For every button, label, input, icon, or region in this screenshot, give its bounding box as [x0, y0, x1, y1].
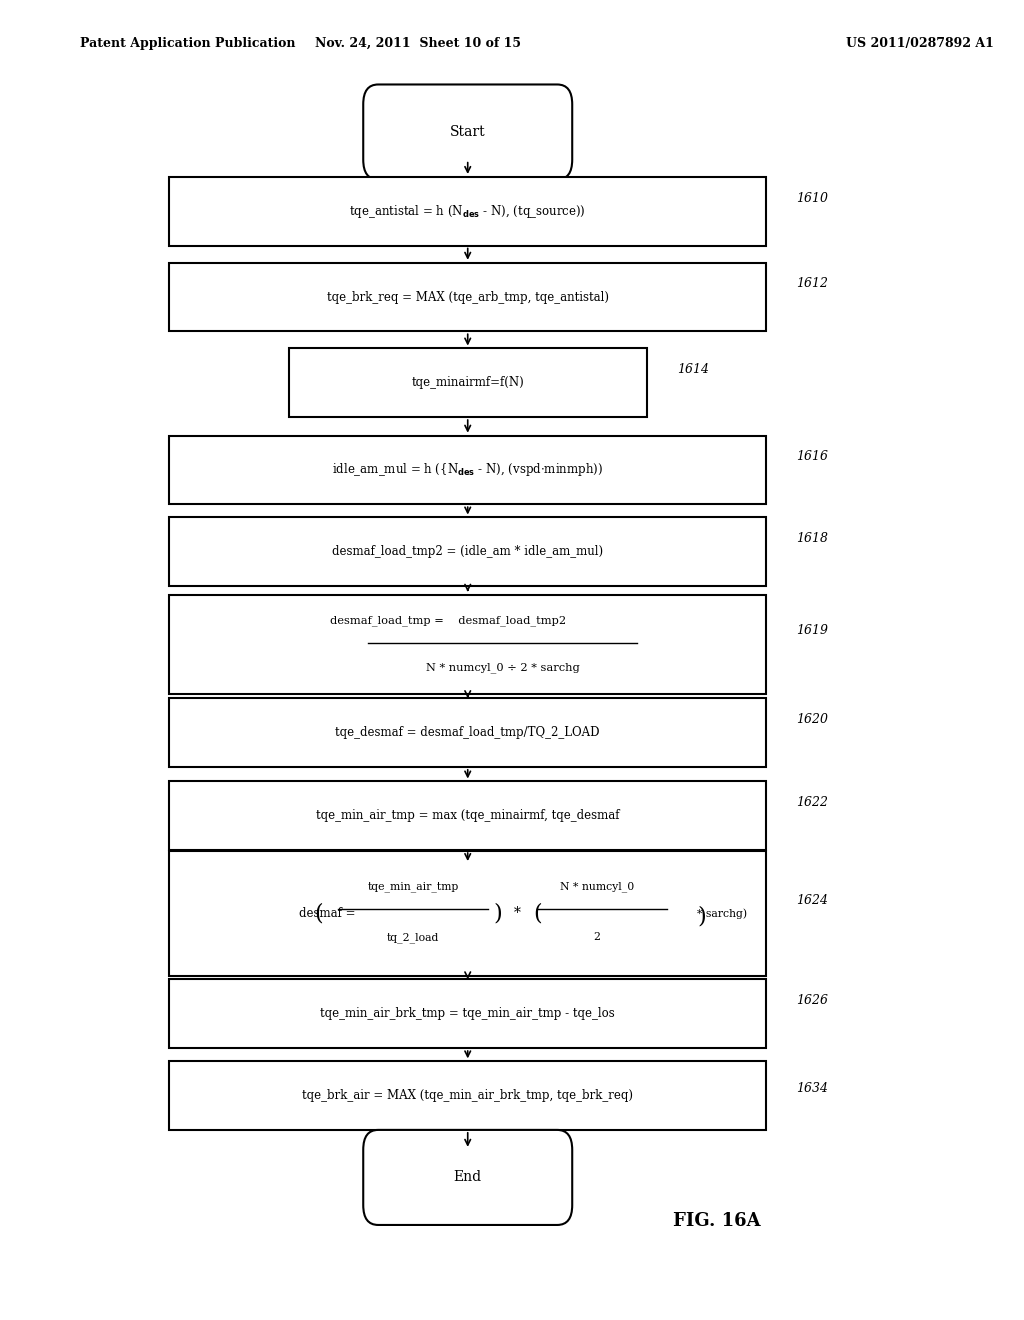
Text: 1619: 1619: [796, 624, 828, 638]
Text: Patent Application Publication: Patent Application Publication: [80, 37, 295, 50]
FancyBboxPatch shape: [169, 177, 766, 246]
FancyBboxPatch shape: [169, 436, 766, 504]
Text: desmaf_load_tmp2 = (idle_am * idle_am_mul): desmaf_load_tmp2 = (idle_am * idle_am_mu…: [332, 545, 603, 558]
Text: 1624: 1624: [796, 894, 828, 907]
Text: tqe_min_air_tmp: tqe_min_air_tmp: [368, 882, 459, 892]
FancyBboxPatch shape: [169, 517, 766, 586]
Text: N * numcyl_0 ÷ 2 * sarchg: N * numcyl_0 ÷ 2 * sarchg: [426, 663, 580, 673]
FancyBboxPatch shape: [289, 348, 647, 417]
Text: (: (: [534, 903, 542, 924]
FancyBboxPatch shape: [169, 263, 766, 331]
Text: ): ): [697, 906, 706, 927]
Text: US 2011/0287892 A1: US 2011/0287892 A1: [846, 37, 993, 50]
Text: (: (: [314, 903, 323, 924]
Text: tqe_antistal = h (N$_{\mathbf{des}}$ - N), (tq_source)): tqe_antistal = h (N$_{\mathbf{des}}$ - N…: [349, 203, 586, 219]
Text: Nov. 24, 2011  Sheet 10 of 15: Nov. 24, 2011 Sheet 10 of 15: [315, 37, 521, 50]
Text: 1622: 1622: [796, 796, 828, 809]
Text: tqe_minairmf=f(N): tqe_minairmf=f(N): [412, 376, 524, 389]
Text: desmaf =: desmaf =: [299, 907, 355, 920]
Text: desmaf_load_tmp =    desmaf_load_tmp2: desmaf_load_tmp = desmaf_load_tmp2: [330, 615, 566, 626]
Text: *: *: [514, 907, 521, 920]
Text: tqe_desmaf = desmaf_load_tmp/TQ_2_LOAD: tqe_desmaf = desmaf_load_tmp/TQ_2_LOAD: [336, 726, 600, 739]
Text: 1618: 1618: [796, 532, 828, 545]
FancyBboxPatch shape: [169, 594, 766, 694]
Text: Start: Start: [450, 125, 485, 139]
Text: tqe_min_air_tmp = max (tqe_minairmf, tqe_desmaf: tqe_min_air_tmp = max (tqe_minairmf, tqe…: [316, 809, 620, 822]
FancyBboxPatch shape: [169, 979, 766, 1048]
Text: idle_am_mul = h ({N$_{\mathbf{des}}$ - N), (vspd$\cdot$minmph)): idle_am_mul = h ({N$_{\mathbf{des}}$ - N…: [332, 462, 603, 478]
Text: tq_2_load: tq_2_load: [387, 932, 439, 942]
Text: 1634: 1634: [796, 1082, 828, 1096]
FancyBboxPatch shape: [364, 84, 572, 180]
FancyBboxPatch shape: [364, 1130, 572, 1225]
FancyBboxPatch shape: [169, 850, 766, 977]
Text: 1612: 1612: [796, 277, 828, 290]
Text: 1614: 1614: [677, 363, 709, 376]
Text: FIG. 16A: FIG. 16A: [673, 1212, 761, 1230]
Text: 2: 2: [594, 932, 601, 942]
FancyBboxPatch shape: [169, 1061, 766, 1130]
Text: tqe_brk_req = MAX (tqe_arb_tmp, tqe_antistal): tqe_brk_req = MAX (tqe_arb_tmp, tqe_anti…: [327, 290, 608, 304]
Text: 1610: 1610: [796, 191, 828, 205]
Text: End: End: [454, 1171, 481, 1184]
Text: 1626: 1626: [796, 994, 828, 1007]
Text: 1620: 1620: [796, 713, 828, 726]
Text: tqe_brk_air = MAX (tqe_min_air_brk_tmp, tqe_brk_req): tqe_brk_air = MAX (tqe_min_air_brk_tmp, …: [302, 1089, 633, 1102]
Text: N * numcyl_0: N * numcyl_0: [560, 882, 634, 892]
FancyBboxPatch shape: [169, 698, 766, 767]
Text: * sarchg): * sarchg): [696, 908, 746, 919]
Text: 1616: 1616: [796, 450, 828, 463]
FancyBboxPatch shape: [169, 781, 766, 850]
Text: ): ): [494, 903, 502, 924]
Text: tqe_min_air_brk_tmp = tqe_min_air_tmp - tqe_los: tqe_min_air_brk_tmp = tqe_min_air_tmp - …: [321, 1007, 615, 1020]
